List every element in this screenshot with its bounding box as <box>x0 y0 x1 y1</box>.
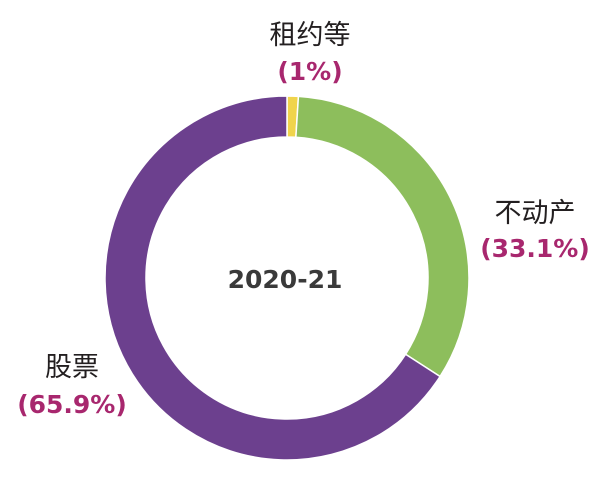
slice-label-stocks: 股票 <box>45 352 99 383</box>
slice-value-leases: (1%) <box>277 57 342 86</box>
slice-label-real-estate: 不动产 <box>495 198 576 229</box>
slice-stocks <box>104 95 442 461</box>
center-label: 2020-21 <box>228 265 343 294</box>
donut-slices <box>104 95 470 461</box>
slice-value-real-estate: (33.1%) <box>480 234 590 263</box>
slice-value-stocks: (65.9%) <box>17 390 127 419</box>
slice-label-leases: 租约等 <box>270 20 351 51</box>
slice-real-estate <box>295 95 470 378</box>
